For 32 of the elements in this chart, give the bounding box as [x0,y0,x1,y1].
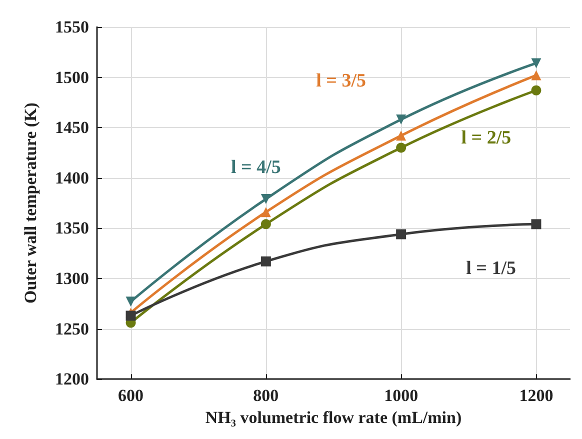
point [531,58,542,68]
point [396,130,406,141]
point [396,229,406,240]
point [531,219,542,230]
y-tick-label: 1200 [55,370,89,389]
point [531,70,542,80]
point [396,114,406,125]
y-tick-label: 1550 [55,18,89,36]
y-tick-label: 1300 [55,269,89,288]
y-tick-label: 1450 [55,118,89,138]
point [531,85,542,96]
point [260,194,271,204]
x-tick-label: 600 [118,386,144,406]
x-tick-label: 800 [253,386,279,406]
x-axis-title: NH₃ volumetric flow rate (mL/min) [205,408,462,427]
point [126,296,136,307]
series-label: l = 4/5 [230,157,281,178]
text: l = 3/5 [316,70,366,92]
point [260,256,271,266]
y-tick-label: 1500 [55,68,89,87]
y-axis-title: Outer wall temperature (K) [21,102,40,304]
y-tick-label: 1400 [55,168,89,188]
x-tick-label: 1200 [519,386,554,406]
y-tick-label: 1350 [55,218,89,238]
point [396,142,406,153]
x-tick-label: 1000 [384,386,418,406]
point [260,207,271,218]
y-tick-label: 1250 [55,319,89,338]
series-label: l = 2/5 [461,127,512,148]
series-label: l = 1/5 [466,258,516,280]
point [260,219,271,230]
point [126,310,136,321]
